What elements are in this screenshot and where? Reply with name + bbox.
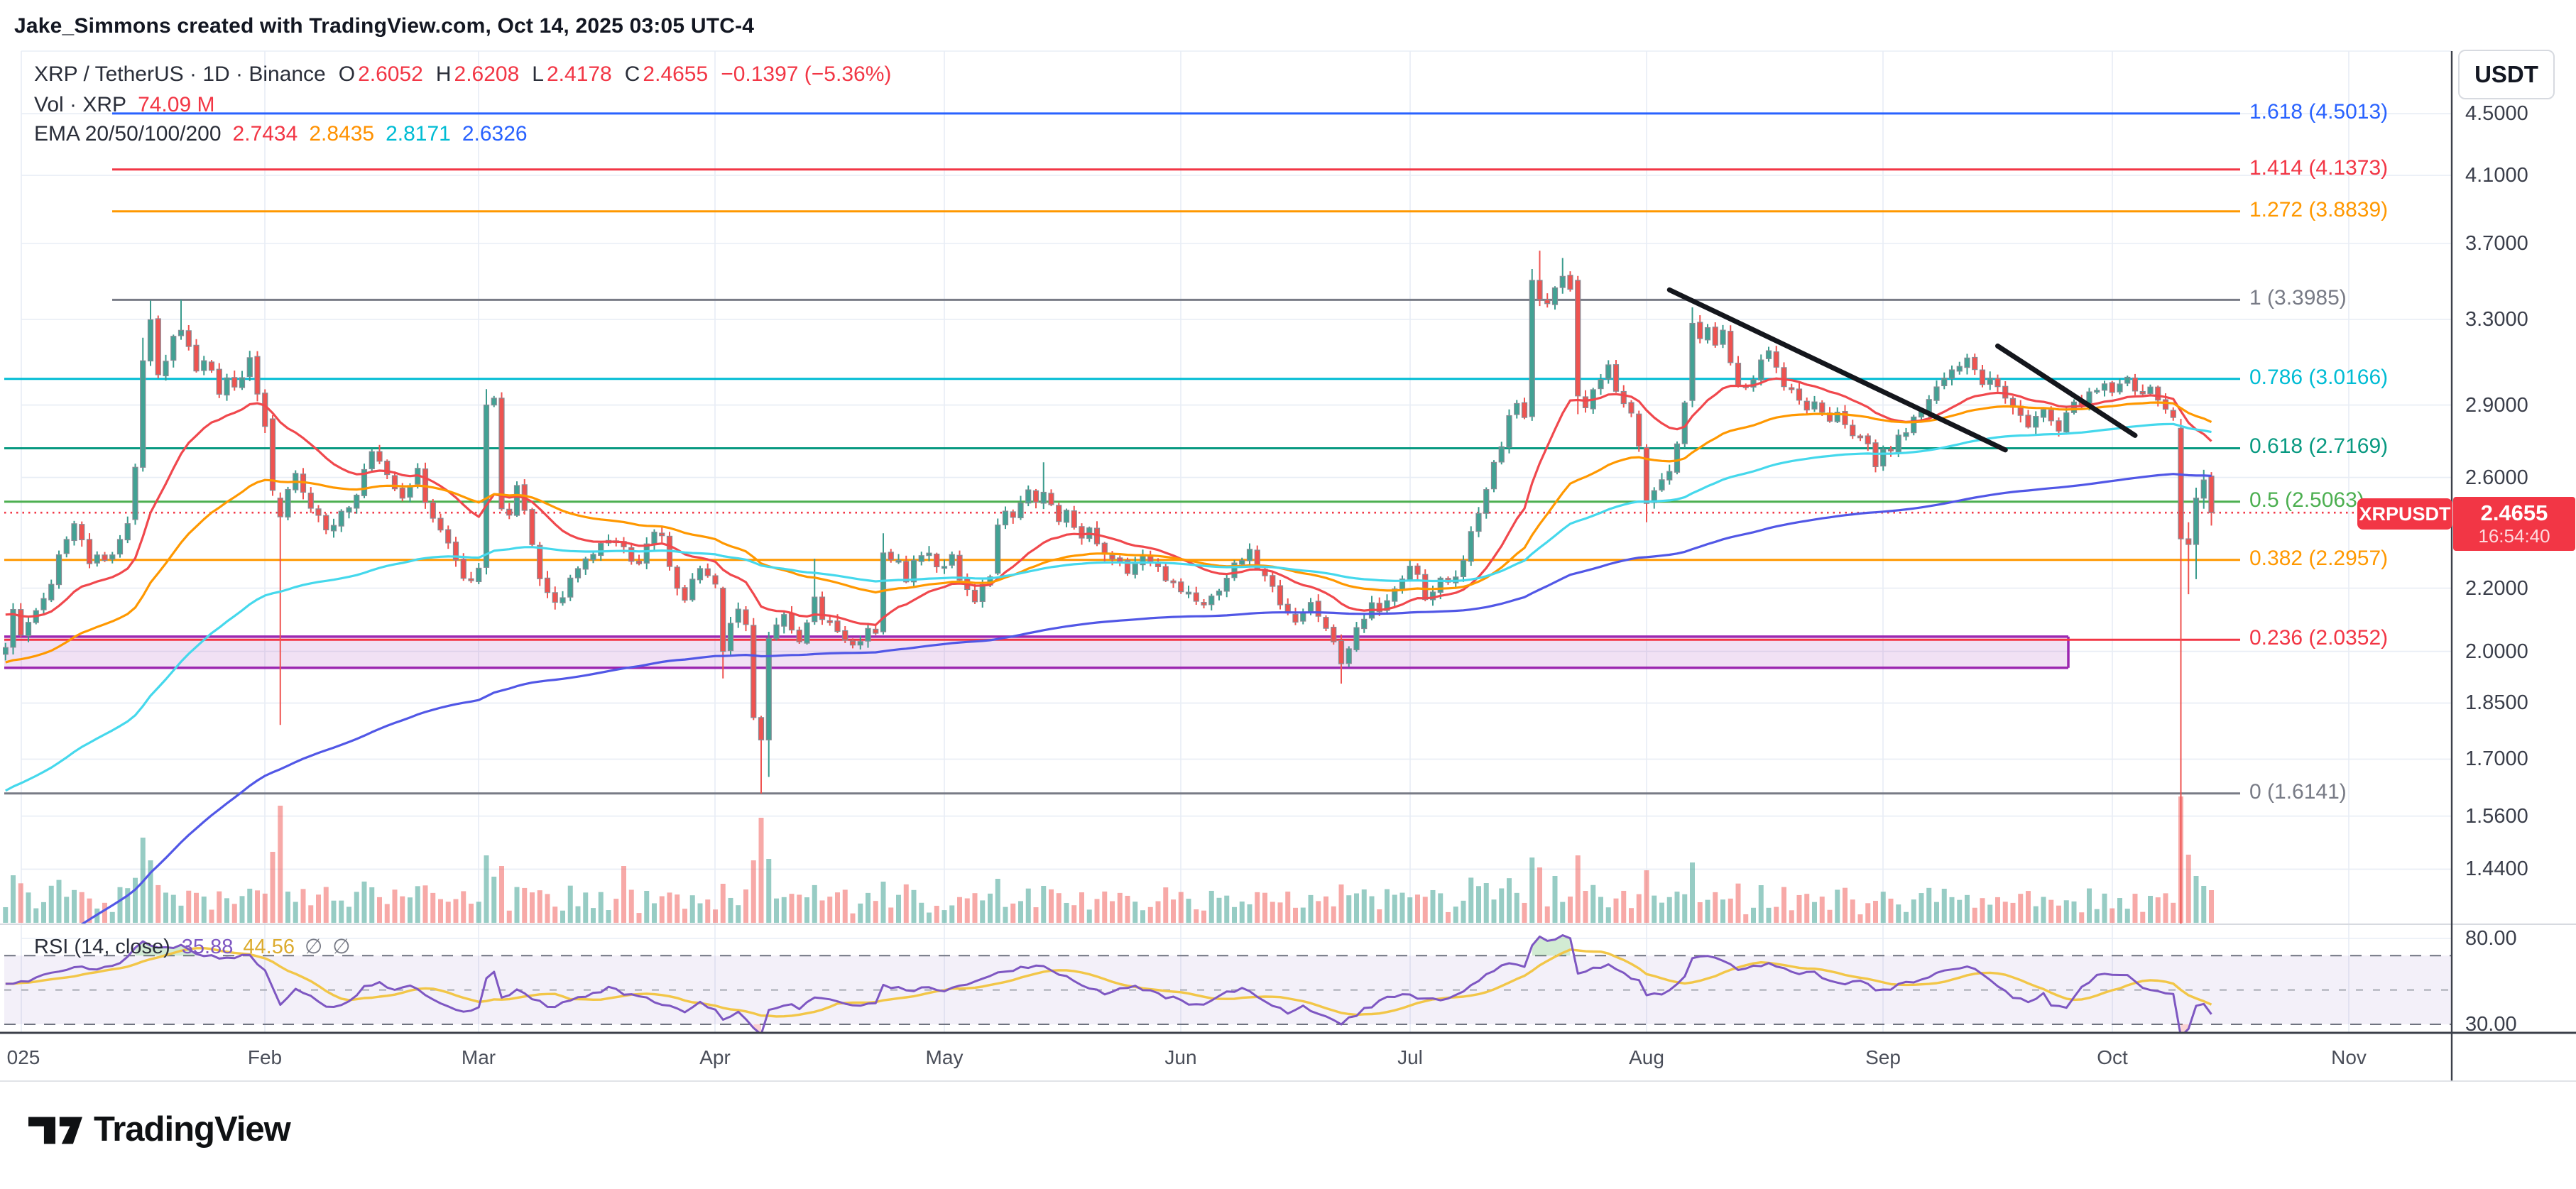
watermark-credit: Jake_Simmons created with TradingView.co… [14,14,755,38]
fib-label: 1.414 (4.1373) [2249,155,2389,180]
time-tick-label: Aug [1629,1046,1664,1068]
rsi-legend-row[interactable]: RSI (14, close) 35.88 44.56 ∅ ∅ [34,934,350,959]
price-tick-label: 2.2000 [2465,576,2528,600]
tradingview-logo-icon [28,1117,82,1144]
ohlc-letter: H [435,62,452,86]
ohlc-value: 2.6208 [454,62,520,86]
volume-legend-row[interactable]: Vol · XRP 74.09 M [34,93,214,117]
ema-value: 2.6326 [462,122,528,146]
fib-label: 0 (1.6141) [2249,779,2347,804]
fib-label: 0.618 (2.7169) [2249,434,2389,459]
currency-unit-button[interactable]: USDT [2458,50,2555,99]
ema-legend-row[interactable]: EMA 20/50/100/200 2.7434 2.8435 2.8171 2.63… [34,122,528,146]
ohlc-value: 2.4178 [546,62,612,86]
time-tick-label: Jul [1397,1046,1423,1068]
rsi-tick-label: 30.00 [2465,1013,2517,1036]
ohlc-letter: O [338,62,356,86]
price-change: −0.1397 (−5.36%) [721,62,892,86]
time-tick-label: Nov [2331,1046,2367,1068]
price-tick-label: 4.5000 [2465,102,2528,126]
ohlc-value: 2.6052 [358,62,423,86]
rsi-empty-icon: ∅ [304,936,323,958]
price-tick-label: 1.7000 [2465,747,2528,771]
price-tick-label: 1.5600 [2465,804,2528,828]
time-tick-label: Mar [461,1046,496,1068]
price-tick-label: 1.8500 [2465,691,2528,715]
ema-values: 2.7434 2.8435 2.8171 2.6326 [222,122,528,146]
rsi-tick-label: 80.00 [2465,927,2517,950]
ema-value: 2.7434 [232,122,298,146]
price-tick-label: 1.4400 [2465,857,2528,881]
fib-label: 0.786 (3.0166) [2249,365,2389,389]
price-tick-label: 4.1000 [2465,164,2528,187]
time-tick-label: 025 [6,1046,40,1068]
fib-label: 0.382 (2.2957) [2249,546,2389,570]
ohlc-value: 2.4655 [643,62,709,86]
fib-label: 0.236 (2.0352) [2249,626,2389,650]
last-price-tag: 2.4655 16:54:40 [2453,497,2575,551]
volume-label: Vol · XRP [34,93,127,116]
symbol-legend-row[interactable]: XRP / TetherUS · 1D · Binance O 2.6052 H 2.… [34,62,891,87]
ohlc-letter: L [532,62,544,86]
ema-label: EMA 20/50/100/200 [34,122,222,146]
rsi-empty-icon: ∅ [332,936,351,958]
fib-label: 0.5 (2.5063) [2249,488,2364,512]
fib-label: 1 (3.3985) [2249,286,2347,310]
price-tick-label: 2.9000 [2465,393,2528,417]
tradingview-logo-text: TradingView [94,1110,291,1149]
price-tick-label: 2.6000 [2465,466,2528,489]
price-tick-label: 3.3000 [2465,307,2528,331]
ohlc-values: O 2.6052 H 2.6208 L 2.4178 C 2.4655 [326,62,708,87]
ema-value: 2.8435 [309,122,375,146]
price-tick-label: 2.0000 [2465,640,2528,663]
time-tick-label: May [925,1046,964,1068]
rsi-ma-value: 44.56 [243,936,295,958]
time-tick-label: Sep [1865,1046,1901,1068]
rsi-value: 35.88 [181,936,234,958]
last-price-value: 2.4655 [2480,500,2548,526]
price-tick-label: 3.7000 [2465,232,2528,256]
bar-countdown: 16:54:40 [2478,525,2550,547]
volume-value: 74.09 M [138,93,215,116]
tradingview-logo[interactable]: TradingView [28,1109,291,1149]
time-tick-label: Apr [699,1046,731,1068]
symbol-price-flag: XRPUSDT [2357,498,2452,530]
fib-label: 1.618 (4.5013) [2249,99,2389,124]
time-tick-label: Jun [1164,1046,1197,1068]
ema-value: 2.8171 [386,122,451,146]
symbol-title: XRP / TetherUS · 1D · Binance [34,62,326,86]
fib-label: 1.272 (3.8839) [2249,197,2389,221]
ohlc-letter: C [624,62,640,86]
time-tick-label: Oct [2097,1046,2128,1068]
time-tick-label: Feb [247,1046,283,1068]
rsi-label: RSI (14, close) [34,936,170,958]
